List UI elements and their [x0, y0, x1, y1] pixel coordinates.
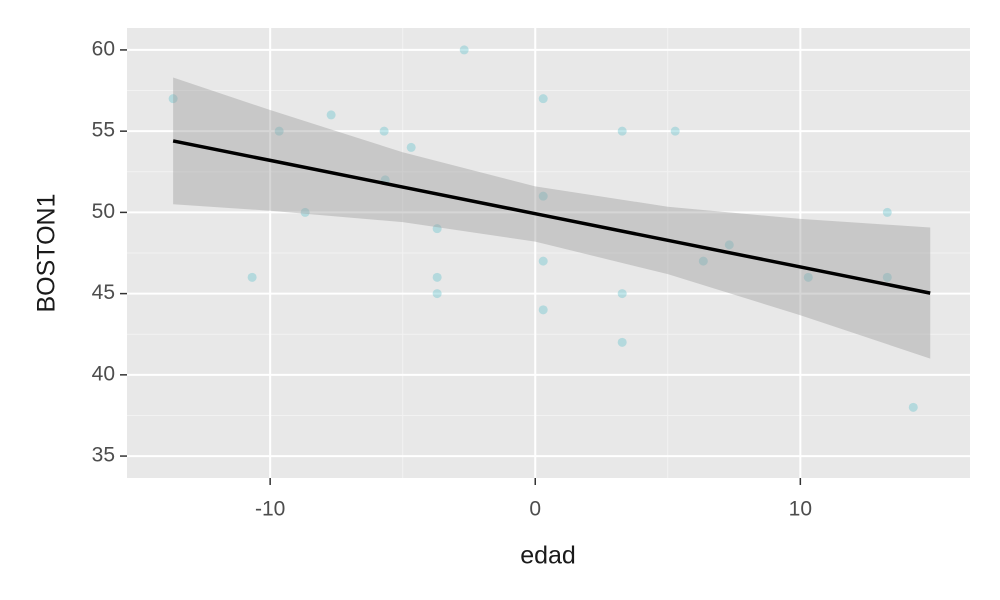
data-point [882, 272, 892, 282]
data-point [538, 191, 548, 201]
data-point [538, 94, 548, 104]
x-axis-title: edad [520, 542, 576, 570]
data-point [617, 289, 627, 299]
data-point [617, 126, 627, 136]
data-point [803, 272, 813, 282]
y-tick-label: 40 [92, 362, 115, 385]
data-point [247, 272, 257, 282]
data-point [300, 207, 310, 217]
data-point [459, 45, 469, 55]
data-point [724, 240, 734, 250]
fit-line [172, 139, 931, 295]
x-tick-label: 0 [529, 498, 541, 521]
data-point [538, 305, 548, 315]
data-point [698, 256, 708, 266]
data-point [379, 126, 389, 136]
x-tick-label: -10 [255, 498, 285, 521]
data-point [432, 289, 442, 299]
data-point [326, 110, 336, 120]
data-point [882, 207, 892, 217]
y-axis-title: BOSTON1 [33, 193, 61, 312]
data-point [538, 256, 548, 266]
data-point [908, 402, 918, 412]
data-point [617, 337, 627, 347]
y-tick-label: 60 [92, 37, 115, 60]
y-tick-label: 45 [92, 281, 115, 304]
data-point [670, 126, 680, 136]
y-tick-label: 35 [92, 444, 115, 467]
data-point [168, 94, 178, 104]
y-tick-label: 50 [92, 200, 115, 223]
y-tick-label: 55 [92, 119, 115, 142]
data-point [406, 142, 416, 152]
x-tick-label: 10 [789, 498, 812, 521]
data-point [432, 224, 442, 234]
data-point [432, 272, 442, 282]
data-point [274, 126, 284, 136]
